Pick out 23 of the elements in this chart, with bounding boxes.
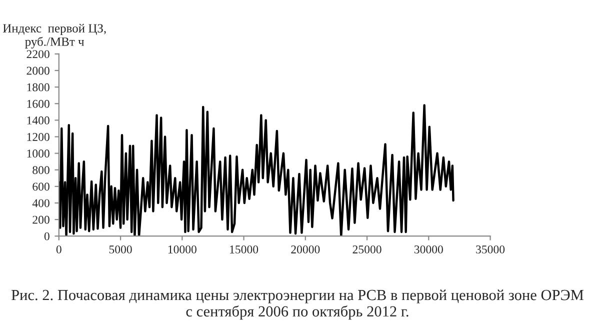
y-tick-label: 2200: [26, 50, 50, 58]
x-tick-label: 25000: [352, 245, 382, 254]
y-tick-label: 1000: [27, 150, 50, 158]
x-tick-label: 35000: [476, 245, 505, 254]
y-axis-title: Индекс первой ЦЗ, руб./МВт ч: [2, 24, 106, 48]
x-tick-label: 5000: [109, 245, 132, 254]
x-tick-label: 10000: [168, 245, 196, 254]
y-tick-label: 1600: [27, 100, 50, 108]
y-tick-label: 1200: [27, 132, 50, 141]
y-tick-label: 400: [32, 199, 50, 208]
x-tick-label: 30000: [414, 245, 443, 254]
y-tick-label: 1800: [27, 83, 50, 92]
y-tick-label: 800: [32, 166, 50, 174]
text: Рис. 2. Почасовая динамика цены электроэнергии на РСВ в первой ценовой зоне ОРЭМ с сентября 2006 по октябрь 2012 г.: [11, 290, 584, 320]
y-tick-label: 0: [44, 232, 50, 240]
x-tick-label: 20000: [291, 245, 320, 254]
y-tick-label: 2000: [26, 66, 50, 75]
y-tick-label: 1400: [27, 116, 50, 124]
y-tick-label: 600: [32, 182, 50, 191]
line-series: [58, 104, 454, 236]
x-tick-label: 0: [56, 245, 62, 254]
y-tick-label: 200: [32, 216, 50, 224]
x-tick-label: 15000: [230, 245, 258, 254]
